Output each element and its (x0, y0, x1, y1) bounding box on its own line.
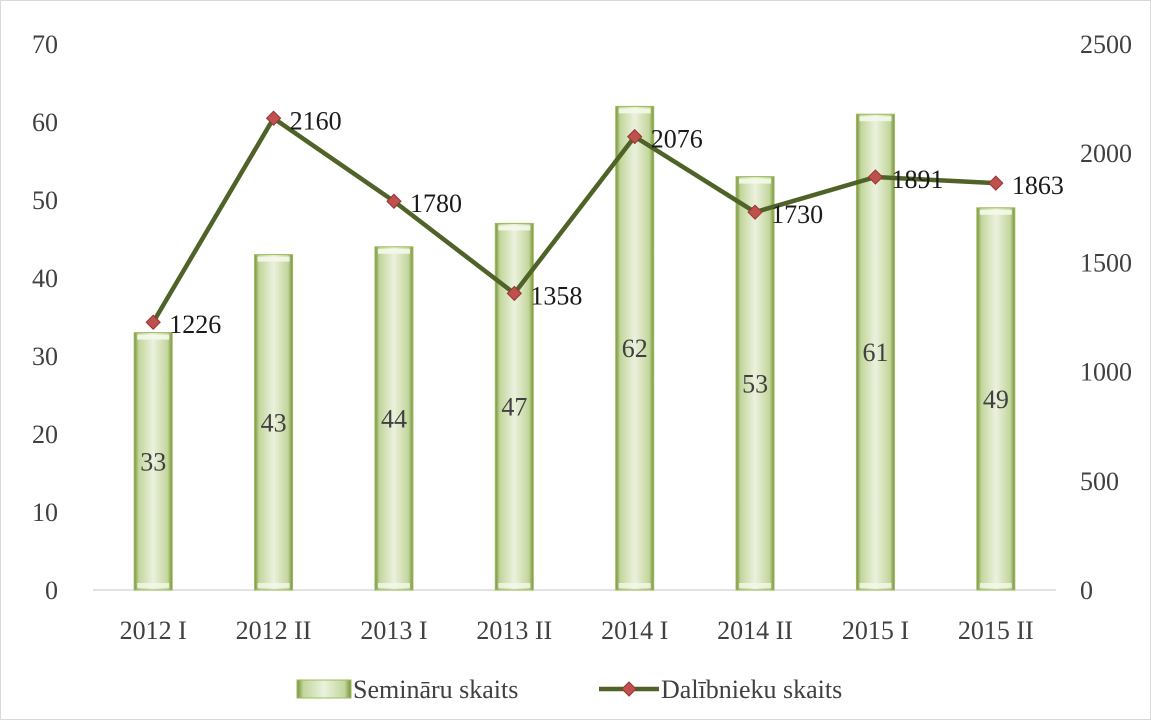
line-point-marker (988, 175, 1004, 191)
bar-bottom-highlight (618, 583, 651, 588)
bar-top-highlight (377, 248, 410, 254)
line-layer (145, 110, 1004, 330)
line-point-marker (747, 204, 763, 220)
line-point-marker (506, 285, 523, 302)
y-left-tick-label: 60 (32, 108, 58, 137)
bar-bottom-highlight (257, 583, 290, 588)
bar (374, 246, 414, 591)
x-tick-label: 2013 I (360, 616, 427, 645)
bar-top-highlight (498, 225, 531, 231)
bar-value-label: 62 (622, 334, 648, 363)
line-value-label: 1226 (169, 310, 221, 339)
line-point-marker (265, 110, 282, 126)
y-left-tick-label: 30 (32, 342, 58, 371)
line-value-label: 1730 (771, 200, 823, 229)
legend-bar-label: Semināru skaits (353, 675, 518, 704)
bar-body (615, 105, 655, 591)
legend-line-label: Dalībnieku skaits (661, 675, 842, 704)
line-value-label: 1780 (410, 189, 462, 218)
y-right-tick-label: 0 (1080, 576, 1093, 605)
y-right-tick-label: 500 (1080, 467, 1119, 496)
y-left-tick-label: 0 (45, 576, 58, 605)
bar (976, 207, 1016, 591)
x-tick-label: 2013 II (476, 616, 552, 645)
x-tick-label: 2014 I (601, 616, 668, 645)
bar (735, 176, 775, 591)
bar-value-label: 47 (501, 393, 527, 422)
bar-body (976, 207, 1016, 591)
axes-layer: 0 10 20 30 40 50 60 70 0 500 1000 1500 2000 2500 2012 … (32, 30, 1132, 645)
labels-layer: 33 43 44 47 62 53 61 49 1226 2160 1780 1358 2076 1730… (140, 106, 1064, 476)
bar-value-label: 49 (983, 385, 1009, 414)
y-left-tick-label: 10 (32, 498, 58, 527)
bar-body (374, 246, 414, 591)
legend-line-marker (621, 681, 637, 697)
bar-top-highlight (739, 178, 772, 184)
y-right-tick-label: 1500 (1080, 248, 1132, 277)
legend: Semināru skaits Dalībnieku skaits (296, 675, 842, 704)
line-point-marker (867, 169, 884, 185)
line-point-marker (626, 128, 643, 145)
x-tick-label: 2015 II (958, 616, 1034, 645)
bar-bottom-highlight (377, 583, 410, 588)
x-tick-label: 2015 I (842, 616, 909, 645)
y-left-tick-label: 50 (32, 186, 58, 215)
bar-value-label: 61 (862, 338, 888, 367)
bar-body (254, 254, 294, 591)
y-left-tick-label: 70 (32, 30, 58, 59)
bar-bottom-highlight (739, 583, 772, 588)
bar-top-highlight (137, 334, 170, 340)
bar-body (855, 113, 895, 591)
bar-value-label: 53 (742, 369, 768, 398)
bar-body (133, 332, 173, 591)
bar-value-label: 33 (140, 447, 166, 476)
x-tick-label: 2012 II (236, 616, 312, 645)
line-value-label: 2076 (651, 125, 703, 154)
bar (615, 105, 655, 591)
bar-top-highlight (979, 209, 1012, 215)
line-series (151, 116, 996, 324)
line-point-marker (145, 314, 161, 330)
bar-value-label: 44 (381, 404, 407, 433)
bar (133, 332, 173, 591)
bar-top-highlight (618, 108, 651, 114)
line-value-label: 1358 (530, 281, 582, 310)
line-value-label: 2160 (290, 106, 342, 135)
bar-top-highlight (859, 116, 892, 122)
bar-top-highlight (257, 256, 290, 262)
x-tick-label: 2014 II (717, 616, 793, 645)
bar-bottom-highlight (137, 583, 170, 588)
line-value-label: 1863 (1012, 171, 1064, 200)
y-left-tick-label: 20 (32, 420, 58, 449)
y-right-tick-label: 2500 (1080, 30, 1132, 59)
y-right-tick-label: 2000 (1080, 139, 1132, 168)
y-right-tick-label: 1000 (1080, 358, 1132, 387)
bar-bottom-highlight (979, 583, 1012, 588)
bar-body (735, 176, 775, 591)
x-tick-label: 2012 I (120, 616, 187, 645)
bar-value-label: 43 (261, 408, 287, 437)
bars-layer (133, 105, 1016, 591)
bar (855, 113, 895, 591)
bar-bottom-highlight (859, 583, 892, 588)
line-point-marker (386, 193, 402, 209)
bar (254, 254, 294, 591)
legend-bar-swatch (296, 679, 352, 699)
line-value-label: 1891 (891, 165, 943, 194)
bar-bottom-highlight (498, 583, 531, 588)
y-left-tick-label: 40 (32, 264, 58, 293)
